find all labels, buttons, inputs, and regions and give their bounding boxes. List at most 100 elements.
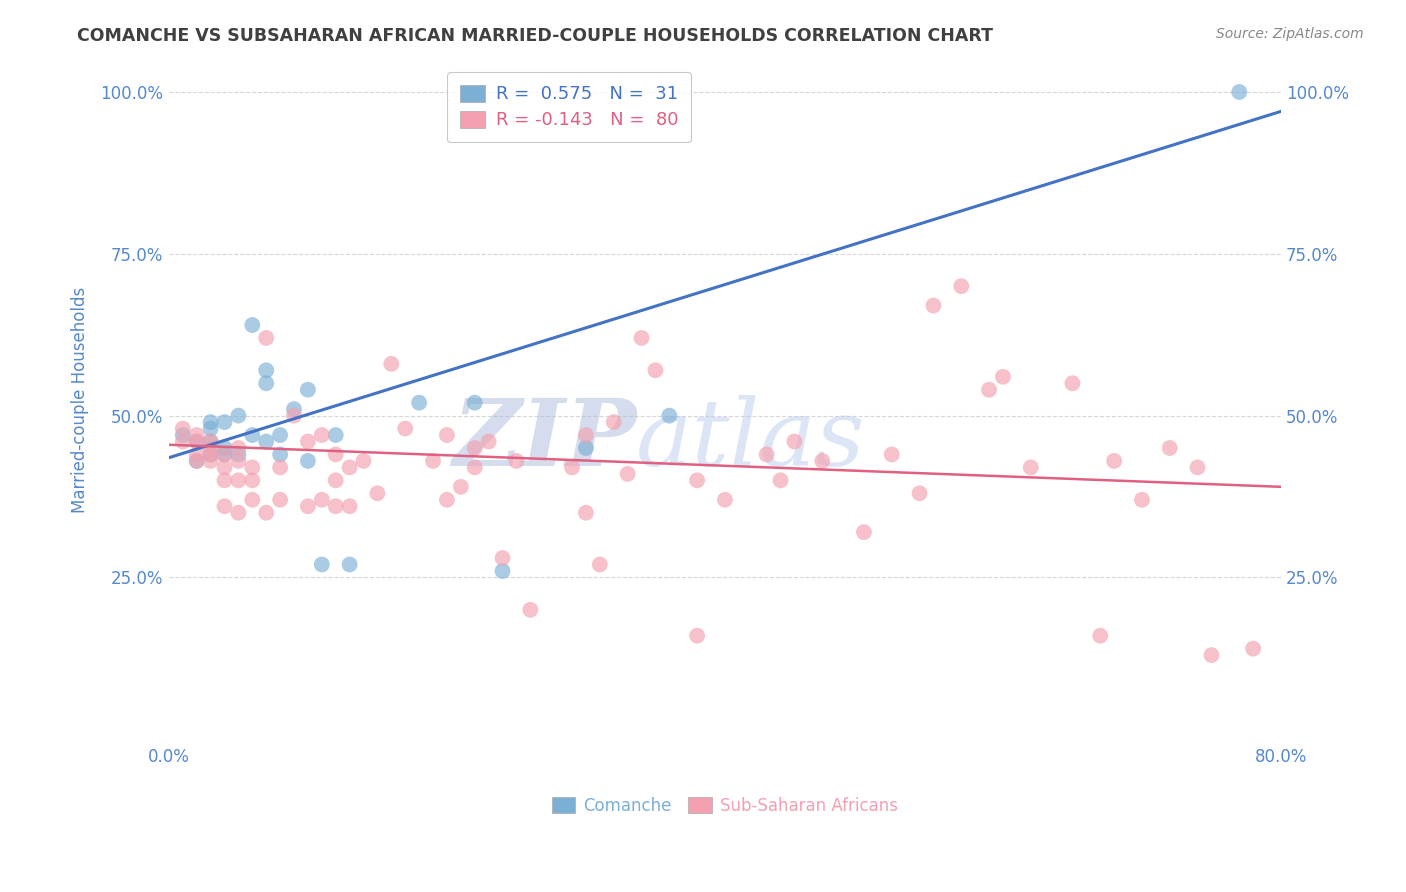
Point <box>228 447 250 461</box>
Point <box>1019 460 1042 475</box>
Point <box>464 460 486 475</box>
Point <box>240 460 263 475</box>
Point <box>186 454 208 468</box>
Point <box>852 525 875 540</box>
Point <box>686 629 709 643</box>
Point <box>436 492 458 507</box>
Point <box>339 500 361 514</box>
Point <box>575 441 598 455</box>
Point <box>269 428 291 442</box>
Point <box>186 428 208 442</box>
Point <box>339 558 361 572</box>
Point <box>991 369 1014 384</box>
Point <box>228 409 250 423</box>
Point <box>186 434 208 449</box>
Point <box>311 428 333 442</box>
Point <box>186 454 208 468</box>
Point <box>394 421 416 435</box>
Point <box>311 492 333 507</box>
Point <box>240 492 263 507</box>
Point <box>922 299 945 313</box>
Point <box>186 434 208 449</box>
Point <box>491 564 513 578</box>
Point <box>1227 85 1250 99</box>
Point <box>200 454 222 468</box>
Point <box>325 500 347 514</box>
Point <box>228 441 250 455</box>
Point <box>769 474 792 488</box>
Point <box>214 415 236 429</box>
Point <box>977 383 1000 397</box>
Point <box>325 428 347 442</box>
Point <box>200 441 222 455</box>
Point <box>214 441 236 455</box>
Point <box>214 447 236 461</box>
Point <box>478 434 501 449</box>
Point <box>283 409 305 423</box>
Y-axis label: Married-couple Households: Married-couple Households <box>72 286 89 513</box>
Point <box>200 447 222 461</box>
Point <box>755 447 778 461</box>
Point <box>200 434 222 449</box>
Point <box>464 395 486 409</box>
Point <box>214 500 236 514</box>
Point <box>297 434 319 449</box>
Point <box>1062 376 1084 391</box>
Point <box>603 415 626 429</box>
Point <box>325 474 347 488</box>
Point <box>297 383 319 397</box>
Point <box>214 474 236 488</box>
Point <box>950 279 973 293</box>
Point <box>269 460 291 475</box>
Point <box>254 331 277 345</box>
Point <box>408 395 430 409</box>
Point <box>254 506 277 520</box>
Point <box>228 474 250 488</box>
Point <box>240 474 263 488</box>
Point <box>436 428 458 442</box>
Text: atlas: atlas <box>636 395 866 485</box>
Text: ZIP: ZIP <box>451 395 636 485</box>
Point <box>575 506 598 520</box>
Point <box>200 415 222 429</box>
Point <box>200 434 222 449</box>
Point <box>686 474 709 488</box>
Point <box>519 603 541 617</box>
Point <box>200 421 222 435</box>
Point <box>254 434 277 449</box>
Point <box>630 331 652 345</box>
Point <box>491 551 513 566</box>
Point <box>283 402 305 417</box>
Point <box>658 409 681 423</box>
Point <box>422 454 444 468</box>
Point <box>186 447 208 461</box>
Point <box>254 363 277 377</box>
Point <box>1090 629 1112 643</box>
Point <box>172 421 194 435</box>
Point <box>575 428 598 442</box>
Point <box>589 558 612 572</box>
Point <box>464 441 486 455</box>
Point <box>228 454 250 468</box>
Point <box>214 447 236 461</box>
Point <box>297 500 319 514</box>
Point <box>200 447 222 461</box>
Point <box>1187 460 1209 475</box>
Point <box>880 447 903 461</box>
Point <box>908 486 931 500</box>
Point <box>240 318 263 332</box>
Point <box>1201 648 1223 662</box>
Point <box>269 492 291 507</box>
Point <box>325 447 347 461</box>
Point <box>339 460 361 475</box>
Point <box>1130 492 1153 507</box>
Point <box>366 486 388 500</box>
Point <box>1241 641 1264 656</box>
Point <box>311 558 333 572</box>
Point <box>172 428 194 442</box>
Legend: Comanche, Sub-Saharan Africans: Comanche, Sub-Saharan Africans <box>543 789 907 823</box>
Text: Source: ZipAtlas.com: Source: ZipAtlas.com <box>1216 27 1364 41</box>
Point <box>1102 454 1125 468</box>
Text: COMANCHE VS SUBSAHARAN AFRICAN MARRIED-COUPLE HOUSEHOLDS CORRELATION CHART: COMANCHE VS SUBSAHARAN AFRICAN MARRIED-C… <box>77 27 993 45</box>
Point <box>450 480 472 494</box>
